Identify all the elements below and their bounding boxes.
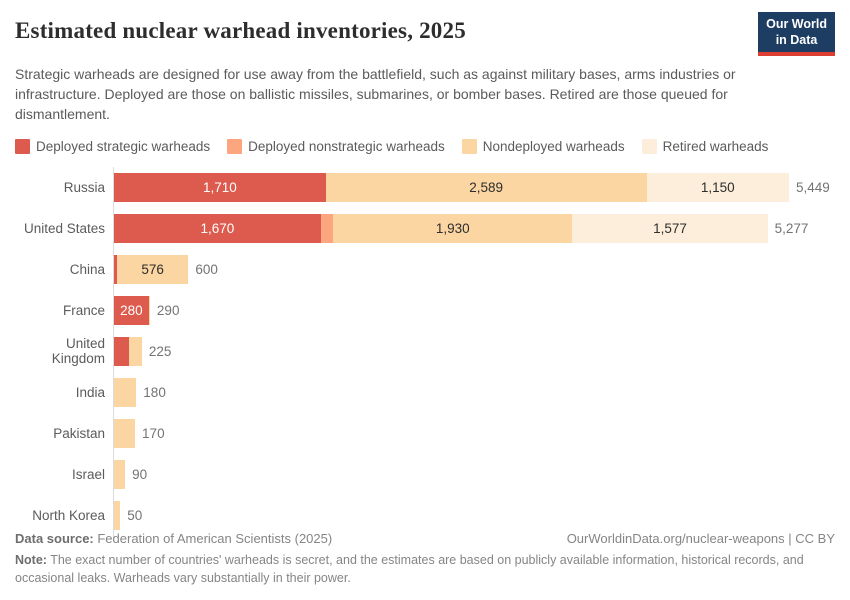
chart-subtitle: Strategic warheads are designed for use … [15,66,736,122]
bar-track: 1,710 2,589 1,150 5,449 [114,172,830,202]
data-source-value: Federation of American Scientists (2025) [93,531,333,546]
bar-track: 576 600 [114,254,218,284]
country-label: China [69,261,105,277]
chart-row-north-korea: North Korea 50 [15,495,835,536]
segment-value-label: 576 [141,261,164,277]
chart-row-israel: Israel 90 [15,454,835,495]
legend-swatch-nondeployed [461,138,477,154]
bar-segment-strategic [114,254,117,284]
bar-track: 50 [114,500,143,530]
bar-segment-nondeployed [114,500,121,530]
segment-value-label: 280 [120,302,143,318]
country-label: Pakistan [53,425,105,441]
total-value-label: 180 [143,384,166,400]
bar-track: 180 [114,377,166,407]
segment-value-label: 1,710 [203,179,237,195]
chart-row-united-states: United States 1,670 1,930 1,577 5,277 [15,208,835,249]
total-value-label: 225 [148,343,172,359]
country-label: United States [23,220,105,236]
bar-segment-nondeployed [148,295,150,325]
bar-segment-nondeployed: 1,930 [333,213,573,243]
bar-segment-retired: 1,150 [646,172,789,202]
chart-row-india: India 180 [15,372,835,413]
legend: Deployed strategic warheads Deployed nons… [15,138,835,154]
bar-segment-strategic [114,336,129,366]
footer-note: Note: The exact number of countries' war… [15,552,835,587]
chart-row-pakistan: Pakistan 170 [15,413,835,454]
chart-rows: Russia 1,710 2,589 1,150 5,449 United States 1… [15,167,835,536]
footer-note-value: The exact number of countries' warheads … [15,553,804,585]
bar-track: 170 [114,418,165,448]
segment-value-label: 1,670 [200,220,235,236]
header: Estimated nuclear warhead inventories, 2… [15,12,835,57]
legend-label-nondeployed: Nondeployed warheads [482,138,625,154]
bar-track: 1,670 1,930 1,577 5,277 [114,213,809,243]
owid-logo-line2: in Data [775,32,818,47]
segment-value-label: 1,150 [700,179,735,195]
footer: Data source: Federation of American Scie… [15,531,835,587]
legend-item-nondeployed: Nondeployed warheads [461,138,625,154]
bar-segment-nondeployed [114,377,137,407]
country-label: United Kingdom [51,336,105,367]
segment-value-label: 1,577 [653,220,687,236]
bar-segment-nondeployed: 576 [116,254,189,284]
legend-item-nonstrategic: Deployed nonstrategic warheads [227,138,445,154]
chart-row-russia: Russia 1,710 2,589 1,150 5,449 [15,167,835,208]
country-label: Russia [63,179,105,195]
chart-row-united-kingdom: United Kingdom 225 [15,331,835,372]
total-value-label: 600 [195,261,218,277]
bar-track: 225 [114,336,172,366]
data-source-label: Data source: [15,531,94,546]
chart-row-china: China 576 600 [15,249,835,290]
country-label: North Korea [32,507,105,523]
total-value-label: 50 [127,507,143,523]
legend-label-nonstrategic: Deployed nonstrategic warheads [248,138,445,154]
footer-note-label: Note: [15,553,47,567]
segment-value-label: 2,589 [469,179,504,195]
chart-area: Russia 1,710 2,589 1,150 5,449 United States 1… [15,166,835,541]
legend-label-retired: Retired warheads [662,138,769,154]
owid-link[interactable]: OurWorldinData.org/nuclear-weapons | CC … [566,531,835,546]
total-value-label: 5,277 [774,220,809,236]
bar-track: 90 [114,459,148,489]
country-label: France [62,302,105,318]
total-value-label: 90 [132,466,148,482]
bar-segment-nondeployed [128,336,142,366]
total-value-label: 290 [156,302,180,318]
legend-swatch-nonstrategic [227,138,243,154]
y-axis-line [113,166,114,541]
country-label: Israel [71,466,105,482]
total-value-label: 170 [142,425,165,441]
legend-item-strategic: Deployed strategic warheads [15,138,211,154]
bar-segment-strategic: 1,670 [114,213,321,243]
segment-value-label: 1,930 [435,220,470,236]
page-title: Estimated nuclear warhead inventories, 2… [15,18,466,43]
owid-logo: Our World in Data [758,12,835,57]
bar-segment-nondeployed: 2,589 [325,172,647,202]
chart-row-france: France 280 290 [15,290,835,331]
owid-logo-line1: Our World [766,17,827,31]
legend-swatch-retired [641,138,657,154]
bar-segment-retired: 1,577 [572,213,768,243]
bar-track: 280 290 [114,295,180,325]
bar-segment-nonstrategic [320,213,334,243]
bar-segment-nondeployed [114,459,126,489]
legend-swatch-strategic [15,138,30,154]
bar-segment-nondeployed [114,418,136,448]
total-value-label: 5,449 [795,179,830,195]
legend-label-strategic: Deployed strategic warheads [36,138,211,154]
bar-segment-strategic: 1,710 [114,172,326,202]
country-label: India [75,384,105,400]
footer-row: Data source: Federation of American Scie… [15,531,835,546]
data-source: Data source: Federation of American Scie… [15,531,332,546]
legend-item-retired: Retired warheads [641,138,769,154]
bar-segment-strategic: 280 [114,295,149,325]
